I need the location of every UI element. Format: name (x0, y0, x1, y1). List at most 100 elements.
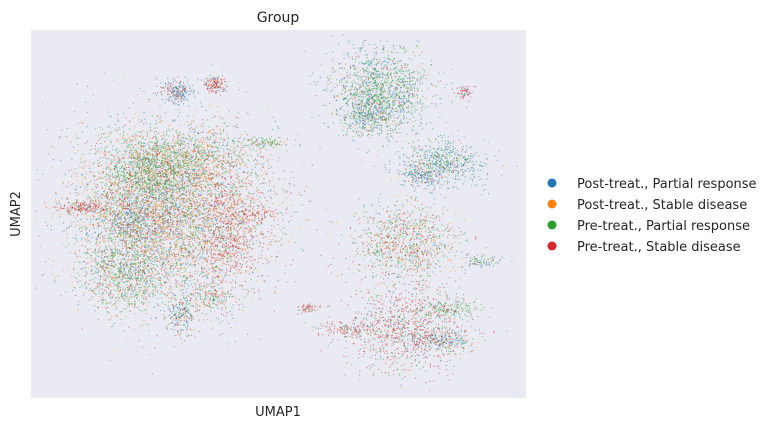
data-point (430, 155, 432, 157)
data-point (192, 199, 194, 201)
data-point (87, 184, 89, 186)
data-point (364, 112, 366, 114)
data-point (175, 93, 177, 95)
data-point (370, 127, 372, 129)
data-point (111, 297, 113, 299)
data-point (382, 71, 384, 73)
data-point (111, 194, 113, 196)
data-point (150, 238, 152, 240)
data-point (96, 222, 98, 224)
data-point (452, 164, 454, 166)
data-point (146, 239, 148, 241)
data-point (150, 247, 152, 249)
data-point (138, 168, 140, 170)
data-point (176, 324, 178, 326)
data-point (176, 321, 178, 323)
data-point (89, 211, 91, 213)
data-point (436, 151, 438, 153)
data-point (423, 153, 425, 155)
data-point (151, 225, 153, 227)
data-point (225, 249, 227, 251)
data-point (451, 88, 453, 90)
data-point (101, 128, 103, 130)
data-point (86, 85, 88, 87)
data-point (359, 87, 361, 89)
data-point (202, 205, 204, 207)
data-point (163, 276, 165, 278)
data-point (177, 207, 179, 209)
data-point (172, 168, 174, 170)
data-point (140, 185, 142, 187)
data-point (103, 168, 105, 170)
data-point (465, 151, 467, 153)
data-point (429, 146, 431, 148)
data-point (143, 271, 145, 273)
data-point (106, 218, 108, 220)
data-point (434, 334, 436, 336)
data-point (106, 229, 108, 231)
data-point (375, 120, 377, 122)
data-point (466, 157, 468, 159)
data-point (121, 207, 123, 209)
data-point (178, 90, 180, 92)
data-point (214, 253, 216, 255)
data-point (104, 223, 106, 225)
data-point (94, 281, 96, 283)
data-point (252, 237, 254, 239)
data-point (216, 305, 218, 307)
data-point (360, 335, 362, 337)
data-point (146, 282, 148, 284)
data-point (145, 232, 147, 234)
data-point (356, 88, 358, 90)
data-point (471, 174, 473, 176)
data-point (183, 340, 185, 342)
data-point (175, 177, 177, 179)
data-point (155, 131, 157, 133)
data-point (347, 95, 349, 97)
data-point (165, 259, 167, 261)
data-point (157, 248, 159, 250)
data-point (173, 136, 175, 138)
data-point (235, 164, 237, 166)
data-point (129, 280, 131, 282)
data-point (99, 209, 101, 211)
data-point (293, 184, 295, 186)
data-point (443, 337, 445, 339)
data-point (60, 204, 62, 206)
data-point (241, 248, 243, 250)
data-point (205, 291, 207, 293)
data-point (168, 156, 170, 158)
data-point (215, 220, 217, 222)
data-point (203, 241, 205, 243)
data-point (449, 142, 451, 144)
data-point (203, 221, 205, 223)
data-point (142, 163, 144, 165)
data-point (401, 101, 403, 103)
data-point (453, 170, 455, 172)
data-point (99, 241, 101, 243)
data-point (205, 243, 207, 245)
data-point (135, 206, 137, 208)
data-point (139, 204, 141, 206)
data-point (206, 286, 208, 288)
data-point (218, 150, 220, 152)
data-point (231, 314, 233, 316)
data-point (134, 274, 136, 276)
data-point (124, 179, 126, 181)
data-point (110, 190, 112, 192)
data-point (193, 91, 195, 93)
data-point (117, 223, 119, 225)
data-point (322, 104, 324, 106)
data-point (91, 255, 93, 257)
data-point (385, 107, 387, 109)
data-point (138, 272, 140, 274)
data-point (181, 220, 183, 222)
data-point (437, 293, 439, 295)
data-point (399, 384, 401, 386)
data-point (279, 178, 281, 180)
data-point (188, 85, 190, 87)
data-point (170, 156, 172, 158)
data-point (213, 300, 215, 302)
data-point (150, 280, 152, 282)
data-point (144, 252, 146, 254)
